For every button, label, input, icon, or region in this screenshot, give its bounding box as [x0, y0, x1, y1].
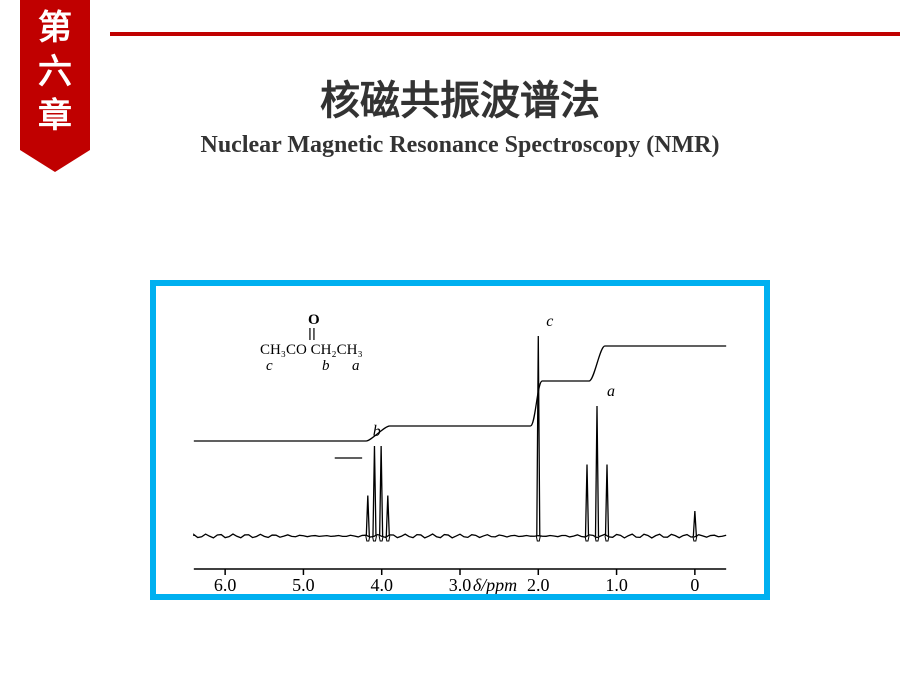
nmr-spectrum: 6.0 5.0 4.0 3.0 2.0 1.0 0 δ/ppm b c a O CH₃CO CH₂CH₃…	[156, 286, 764, 594]
title-english: Nuclear Magnetic Resonance Spectroscopy …	[0, 132, 920, 159]
svg-text:3.0: 3.0	[449, 575, 472, 594]
title-chinese: 核磁共振波谱法	[0, 68, 920, 126]
svg-text:c: c	[546, 313, 553, 330]
svg-text:c: c	[266, 358, 273, 374]
svg-text:4.0: 4.0	[370, 575, 393, 594]
svg-text:1.0: 1.0	[605, 575, 628, 594]
svg-text:5.0: 5.0	[292, 575, 315, 594]
nmr-spectrum-frame: 6.0 5.0 4.0 3.0 2.0 1.0 0 δ/ppm b c a O CH₃CO CH₂CH₃…	[150, 280, 770, 600]
svg-text:0: 0	[690, 575, 699, 594]
svg-text:CH₃CO CH₂CH₃: CH₃CO CH₂CH₃	[260, 342, 363, 358]
svg-text:δ/ppm: δ/ppm	[473, 575, 517, 594]
header-divider	[110, 32, 900, 36]
svg-text:O: O	[308, 312, 320, 328]
svg-text:2.0: 2.0	[527, 575, 550, 594]
svg-text:a: a	[607, 383, 615, 400]
svg-text:b: b	[322, 358, 330, 374]
svg-text:a: a	[352, 358, 360, 374]
svg-text:6.0: 6.0	[214, 575, 237, 594]
